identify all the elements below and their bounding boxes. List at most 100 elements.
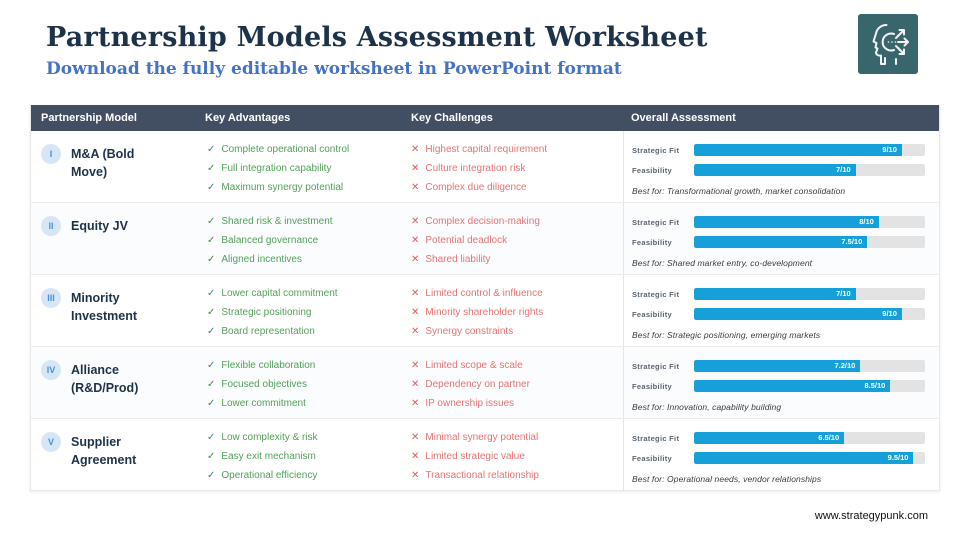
cross-icon: ✕ bbox=[411, 288, 420, 299]
cross-icon: ✕ bbox=[411, 144, 420, 155]
best-for-label: Best for: bbox=[632, 186, 665, 196]
cross-icon: ✕ bbox=[411, 216, 420, 227]
check-icon: ✓ bbox=[207, 216, 216, 227]
challenges-list: ✕ Minimal synergy potential ✕ Limited stra… bbox=[403, 419, 623, 490]
challenge-text: Limited strategic value bbox=[425, 451, 525, 462]
strategic-fit-metric: Strategic Fit 7.2/10 bbox=[632, 360, 929, 372]
advantage-text: Lower capital commitment bbox=[221, 288, 338, 299]
feasibility-label: Feasibility bbox=[632, 453, 672, 463]
feasibility-metric: Feasibility 9.5/10 bbox=[632, 452, 929, 464]
best-for-label: Best for: bbox=[632, 474, 665, 484]
challenge-text: Highest capital requirement bbox=[425, 144, 548, 155]
check-icon: ✓ bbox=[207, 235, 216, 246]
table-body: I M&A (Bold Move) ✓ Complete operational … bbox=[31, 131, 939, 490]
advantage-item: ✓ Lower capital commitment bbox=[207, 289, 399, 299]
cross-icon: ✕ bbox=[411, 307, 420, 318]
advantage-text: Complete operational control bbox=[221, 144, 350, 155]
challenge-item: ✕ Complex due diligence bbox=[411, 183, 619, 193]
assessment-cell: Strategic Fit 7.2/10 Feasibility 8.5/10 … bbox=[623, 347, 939, 418]
best-for-text: Innovation, capability building bbox=[667, 402, 782, 412]
cross-icon: ✕ bbox=[411, 470, 420, 481]
feasibility-label: Feasibility bbox=[632, 381, 672, 391]
strategic-fit-value: 8/10 bbox=[859, 217, 874, 226]
challenges-list: ✕ Complex decision-making ✕ Potential dead… bbox=[403, 203, 623, 274]
challenge-text: Transactional relationship bbox=[425, 470, 539, 481]
strategic-fit-label: Strategic Fit bbox=[632, 145, 680, 155]
advantage-item: ✓ Aligned incentives bbox=[207, 255, 399, 265]
model-numeral-badge: II bbox=[41, 216, 61, 236]
strategic-fit-metric: Strategic Fit 8/10 bbox=[632, 216, 929, 228]
best-for-note: Best for: Shared market entry, co-develo… bbox=[632, 258, 929, 268]
advantage-text: Low complexity & risk bbox=[221, 432, 318, 443]
model-name: Minority Investment bbox=[71, 291, 137, 324]
feasibility-value: 8.5/10 bbox=[864, 381, 886, 390]
advantage-text: Easy exit mechanism bbox=[221, 451, 316, 462]
check-icon: ✓ bbox=[207, 163, 216, 174]
challenge-item: ✕ Complex decision-making bbox=[411, 217, 619, 227]
table-row: III Minority Investment ✓ Lower capital c… bbox=[31, 274, 939, 346]
advantage-text: Full integration capability bbox=[221, 163, 332, 174]
cross-icon: ✕ bbox=[411, 254, 420, 265]
strategic-fit-value: 9/10 bbox=[882, 145, 897, 154]
assessment-table: Partnership Model Key Advantages Key Cha… bbox=[30, 105, 940, 491]
challenge-item: ✕ Shared liability bbox=[411, 255, 619, 265]
best-for-text: Transformational growth, market consolid… bbox=[667, 186, 846, 196]
strategic-fit-metric: Strategic Fit 9/10 bbox=[632, 144, 929, 156]
advantages-list: ✓ Complete operational control ✓ Full inte… bbox=[177, 131, 403, 202]
advantage-item: ✓ Focused objectives bbox=[207, 380, 399, 390]
strategic-fit-value: 7.2/10 bbox=[834, 361, 856, 370]
feasibility-value: 9.5/10 bbox=[887, 453, 909, 462]
challenges-list: ✕ Limited control & influence ✕ Minority s… bbox=[403, 275, 623, 346]
feasibility-bar: 9/10 bbox=[694, 308, 925, 320]
challenge-item: ✕ Dependency on partner bbox=[411, 380, 619, 390]
header-partnership-model: Partnership Model bbox=[41, 112, 137, 124]
strategic-fit-value: 7/10 bbox=[836, 289, 851, 298]
advantages-list: ✓ Lower capital commitment ✓ Strategic pos… bbox=[177, 275, 403, 346]
footer-website-link[interactable]: www.strategypunk.com bbox=[814, 510, 928, 522]
advantage-text: Balanced governance bbox=[221, 235, 319, 246]
best-for-label: Best for: bbox=[632, 258, 665, 268]
cross-icon: ✕ bbox=[411, 451, 420, 462]
cross-icon: ✕ bbox=[411, 432, 420, 443]
feasibility-bar-fill: 7/10 bbox=[694, 164, 856, 176]
strategic-fit-label: Strategic Fit bbox=[632, 433, 680, 443]
strategic-fit-label: Strategic Fit bbox=[632, 217, 680, 227]
check-icon: ✓ bbox=[207, 288, 216, 299]
slide-header: Partnership Models Assessment Worksheet … bbox=[46, 22, 708, 79]
challenge-text: Dependency on partner bbox=[425, 379, 530, 390]
cross-icon: ✕ bbox=[411, 182, 420, 193]
strategic-fit-bar: 7.2/10 bbox=[694, 360, 925, 372]
feasibility-bar-fill: 7.5/10 bbox=[694, 236, 868, 248]
challenge-text: Minimal synergy potential bbox=[425, 432, 539, 443]
strategic-fit-metric: Strategic Fit 6.5/10 bbox=[632, 432, 929, 444]
challenge-item: ✕ IP ownership issues bbox=[411, 399, 619, 409]
advantage-item: ✓ Low complexity & risk bbox=[207, 433, 399, 443]
brand-logo bbox=[858, 14, 918, 74]
feasibility-metric: Feasibility 7.5/10 bbox=[632, 236, 929, 248]
feasibility-bar: 8.5/10 bbox=[694, 380, 925, 392]
challenge-text: Shared liability bbox=[425, 254, 491, 265]
table-header-row: Partnership Model Key Advantages Key Cha… bbox=[31, 105, 939, 131]
model-name: M&A (Bold Move) bbox=[71, 147, 135, 180]
feasibility-bar: 9.5/10 bbox=[694, 452, 925, 464]
advantage-item: ✓ Easy exit mechanism bbox=[207, 452, 399, 462]
advantage-text: Aligned incentives bbox=[221, 254, 302, 265]
check-icon: ✓ bbox=[207, 398, 216, 409]
advantage-text: Maximum synergy potential bbox=[221, 182, 344, 193]
cross-icon: ✕ bbox=[411, 398, 420, 409]
feasibility-metric: Feasibility 9/10 bbox=[632, 308, 929, 320]
strategic-fit-bar: 9/10 bbox=[694, 144, 925, 156]
advantage-item: ✓ Flexible collaboration bbox=[207, 361, 399, 371]
advantages-list: ✓ Flexible collaboration ✓ Focused objecti… bbox=[177, 347, 403, 418]
model-name: Alliance (R&D/Prod) bbox=[71, 363, 139, 396]
model-name: Supplier Agreement bbox=[71, 435, 137, 468]
challenges-list: ✕ Highest capital requirement ✕ Culture in… bbox=[403, 131, 623, 202]
advantages-list: ✓ Low complexity & risk ✓ Easy exit mechan… bbox=[177, 419, 403, 490]
challenge-item: ✕ Minimal synergy potential bbox=[411, 433, 619, 443]
best-for-text: Strategic positioning, emerging markets bbox=[667, 330, 821, 340]
strategic-fit-bar: 6.5/10 bbox=[694, 432, 925, 444]
challenge-item: ✕ Potential deadlock bbox=[411, 236, 619, 246]
advantage-item: ✓ Maximum synergy potential bbox=[207, 183, 399, 193]
header-key-advantages: Key Advantages bbox=[205, 112, 291, 124]
